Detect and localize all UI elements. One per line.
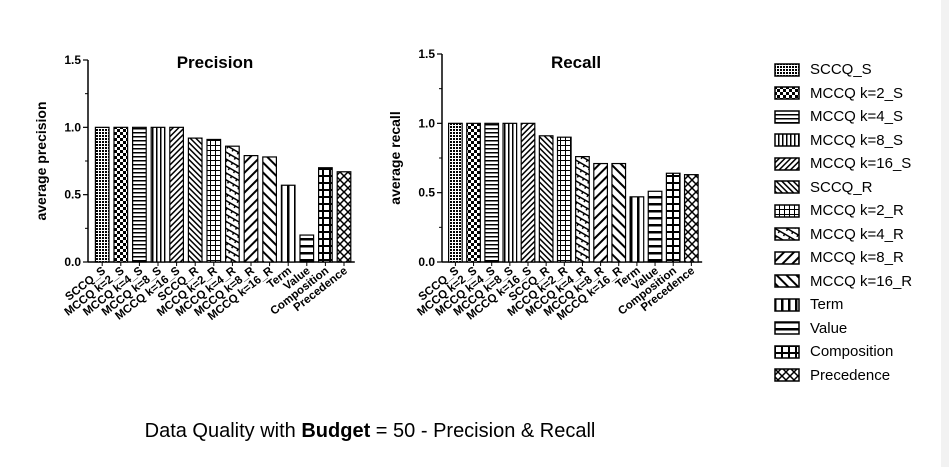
bar — [299, 234, 315, 263]
bar — [113, 126, 129, 263]
legend-item: MCCQ k=4_R — [774, 223, 912, 247]
bar — [132, 126, 147, 263]
bar — [611, 162, 627, 263]
legend-item: MCCQ k=8_R — [774, 246, 912, 270]
legend-swatch — [774, 227, 800, 241]
bar — [336, 171, 352, 263]
caption-prefix: Data Quality with — [144, 420, 302, 442]
bar — [538, 135, 554, 263]
caption-suffix: = 50 - Precision & Recall — [370, 420, 596, 442]
legend-swatch — [774, 180, 800, 194]
legend-item: MCCQ k=2_R — [774, 199, 912, 223]
legend-swatch — [774, 204, 800, 218]
legend-label: Composition — [810, 343, 894, 361]
y-axis-label: average precision — [33, 101, 49, 220]
legend-swatch — [774, 110, 800, 124]
bar — [169, 126, 185, 263]
legend-item: MCCQ k=2_S — [774, 82, 912, 106]
legend-label: Term — [810, 296, 844, 314]
legend-swatch — [774, 63, 800, 77]
legend-item: SCCQ_S — [774, 58, 912, 82]
figure-caption: Data Quality with Budget = 50 - Precisio… — [0, 420, 740, 443]
legend-swatch — [774, 157, 800, 171]
bar — [647, 190, 663, 263]
bar — [665, 172, 681, 263]
bar — [484, 122, 500, 263]
y-tick-label: 0.5 — [64, 188, 81, 202]
legend-label: MCCQ k=2_R — [810, 202, 904, 220]
bar — [243, 155, 259, 263]
y-tick-label: 1.0 — [418, 116, 435, 130]
bar — [556, 136, 572, 263]
caption-bold: Budget — [301, 420, 371, 442]
legend-item: MCCQ k=16_R — [774, 270, 912, 294]
legend-label: MCCQ k=4_S — [810, 108, 903, 126]
bar — [448, 122, 463, 263]
legend-label: SCCQ_R — [810, 178, 873, 196]
y-tick-label: 0.0 — [64, 255, 81, 269]
bar — [150, 126, 166, 263]
legend-swatch — [774, 251, 800, 265]
bar — [575, 156, 590, 263]
bar — [94, 126, 110, 263]
legend-label: MCCQ k=8_R — [810, 249, 904, 267]
y-tick-label: 1.5 — [64, 53, 81, 67]
legend-label: Precedence — [810, 366, 891, 384]
bar — [502, 122, 518, 263]
legend-item: Value — [774, 317, 912, 341]
bar — [225, 145, 240, 263]
legend-swatch — [774, 345, 800, 359]
sidebar-strip — [941, 0, 949, 467]
bar — [520, 122, 536, 263]
bar — [280, 184, 296, 263]
bar — [629, 196, 645, 263]
legend-item: MCCQ k=4_S — [774, 105, 912, 129]
bar — [262, 156, 277, 263]
legend-item: MCCQ k=16_S — [774, 152, 912, 176]
legend-swatch — [774, 298, 800, 312]
y-tick-label: 1.0 — [64, 120, 81, 134]
legend-swatch — [774, 368, 800, 382]
y-tick-label: 0.5 — [418, 186, 435, 200]
legend-label: SCCQ_S — [810, 61, 872, 79]
bar — [318, 167, 333, 263]
legend-swatch — [774, 321, 800, 335]
legend-label: MCCQ k=2_S — [810, 84, 903, 102]
legend-label: MCCQ k=8_S — [810, 131, 903, 149]
chart-legend: SCCQ_S MCCQ k=2_S MCCQ k=4_S MCCQ k=8_S MCCQ… — [774, 58, 912, 387]
bar — [593, 162, 608, 263]
legend-item: Composition — [774, 340, 912, 364]
legend-swatch — [774, 86, 800, 100]
legend-label: Value — [810, 319, 848, 337]
legend-item: Term — [774, 293, 912, 317]
legend-label: MCCQ k=16_R — [810, 272, 913, 290]
chart-title: Recall — [551, 53, 601, 72]
legend-item: SCCQ_R — [774, 176, 912, 200]
bar — [187, 137, 203, 263]
bar — [466, 122, 481, 263]
legend-swatch — [774, 133, 800, 147]
y-axis-label: average recall — [387, 111, 403, 204]
y-tick-label: 1.5 — [418, 47, 435, 61]
y-tick-label: 0.0 — [418, 255, 435, 269]
chart-title: Precision — [177, 53, 254, 72]
bar — [206, 138, 222, 263]
legend-label: MCCQ k=16_S — [810, 155, 912, 173]
legend-item: Precedence — [774, 364, 912, 388]
bar — [683, 174, 699, 263]
legend-label: MCCQ k=4_R — [810, 225, 904, 243]
legend-item: MCCQ k=8_S — [774, 129, 912, 153]
legend-swatch — [774, 274, 800, 288]
